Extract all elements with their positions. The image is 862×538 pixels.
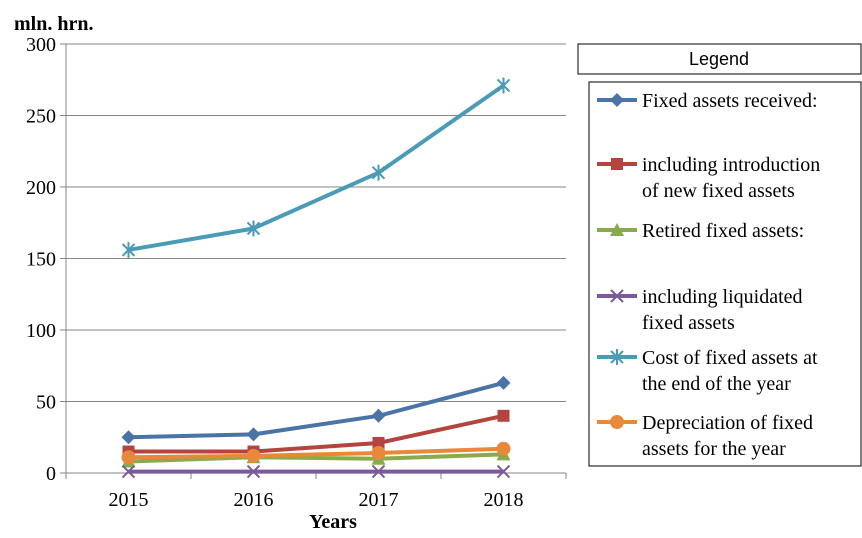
- legend: Legend Fixed assets received: including i…: [577, 43, 862, 467]
- series-6: [121, 441, 511, 465]
- legend-swatch-marker: [610, 415, 624, 429]
- legend-label: assets for the year: [642, 438, 786, 460]
- data-point: [496, 441, 511, 456]
- legend-title-box: [577, 43, 862, 75]
- x-tick-label: 2018: [484, 489, 524, 511]
- legend-label: Cost of fixed assets at: [642, 347, 818, 369]
- legend-entries: Fixed assets received: including introduc…: [597, 90, 820, 460]
- legend-entry: Cost of fixed assets at the end of the ye…: [597, 347, 818, 395]
- series-line: [128, 413, 504, 454]
- legend-entry: Retired fixed assets:: [597, 220, 804, 242]
- y-tick-label: 50: [36, 392, 56, 414]
- tick-labels: 0 50 100 150 200 250 300 2015 2016 2017 2018: [26, 34, 524, 511]
- data-point: [496, 77, 511, 94]
- legend-label: Depreciation of fixed: [642, 412, 813, 434]
- data-point: [371, 445, 386, 460]
- x-axis-title: Years: [309, 511, 357, 533]
- data-point: [121, 241, 136, 258]
- series-lines: [121, 77, 511, 479]
- data-point: [371, 164, 386, 181]
- x-tick-label: 2015: [109, 489, 149, 511]
- data-point: [121, 430, 136, 445]
- legend-box: [588, 81, 862, 467]
- legend-label: fixed assets: [642, 312, 735, 334]
- legend-label: Fixed assets received:: [642, 90, 818, 112]
- legend-title: Legend: [689, 49, 749, 69]
- data-point: [371, 464, 386, 479]
- series-1: [121, 375, 511, 445]
- legend-label: Retired fixed assets:: [642, 220, 804, 242]
- y-tick-label: 250: [26, 106, 56, 128]
- data-point: [121, 464, 136, 479]
- data-point: [496, 464, 511, 479]
- legend-swatch-marker: [610, 93, 624, 107]
- legend-swatch-marker: [610, 223, 624, 236]
- data-point: [246, 464, 261, 479]
- data-point: [246, 220, 261, 237]
- data-point: [371, 408, 386, 423]
- series-4: [121, 464, 511, 479]
- data-point: [496, 375, 511, 390]
- y-tick-label: 150: [26, 249, 56, 271]
- legend-entry: including introduction of new fixed asset…: [597, 154, 820, 202]
- y-axis-unit-label: mln. hrn.: [14, 13, 93, 35]
- series-line: [128, 446, 504, 460]
- y-tick-label: 200: [26, 177, 56, 199]
- y-tick-label: 100: [26, 320, 56, 342]
- y-tick-label: 0: [46, 463, 56, 485]
- legend-entry: Fixed assets received:: [597, 90, 818, 112]
- gridlines: [66, 43, 566, 402]
- y-tick-label: 300: [26, 34, 56, 56]
- legend-label: including introduction: [642, 154, 820, 176]
- legend-label: the end of the year: [642, 373, 791, 395]
- data-point: [246, 427, 261, 442]
- legend-swatch-marker: [610, 289, 624, 303]
- data-point: [121, 450, 136, 465]
- series-line: [128, 83, 505, 252]
- legend-label: of new fixed assets: [642, 180, 795, 202]
- data-point: [246, 448, 261, 463]
- series-line: [128, 380, 505, 440]
- legend-swatch-marker: [610, 349, 624, 365]
- x-tick-label: 2017: [359, 489, 399, 511]
- series-5: [121, 77, 511, 258]
- data-point: [372, 436, 385, 449]
- data-point: [497, 409, 510, 422]
- series-3: [121, 447, 511, 468]
- legend-swatch-marker: [611, 158, 623, 170]
- legend-label: including liquidated: [642, 286, 803, 308]
- x-tick-label: 2016: [234, 489, 274, 511]
- legend-entry: Depreciation of fixed assets for the year: [597, 412, 813, 460]
- legend-entry: including liquidated fixed assets: [597, 286, 803, 334]
- axes: [60, 43, 567, 479]
- series-line: [128, 452, 504, 464]
